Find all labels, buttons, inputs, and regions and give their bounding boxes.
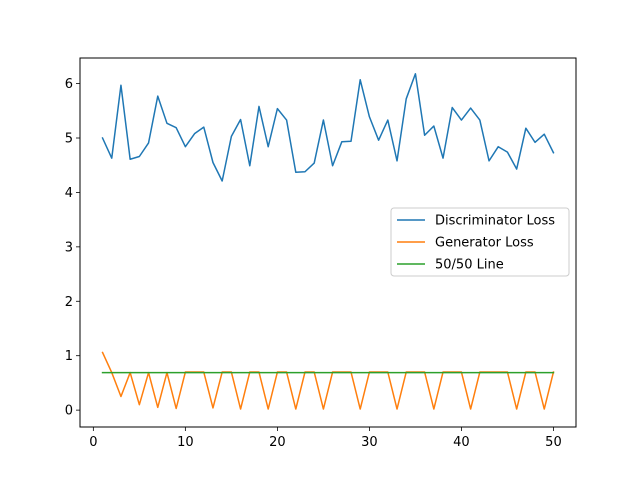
y-tick-label: 3 [65, 240, 73, 255]
y-tick-label: 6 [65, 77, 73, 92]
x-tick-label: 0 [89, 435, 97, 450]
series-line-1 [101, 351, 555, 410]
x-tick-label: 50 [545, 435, 562, 450]
x-tick-label: 20 [269, 435, 286, 450]
series-layer [101, 73, 555, 410]
x-tick-label: 30 [361, 435, 378, 450]
legend-label: Discriminator Loss [435, 214, 555, 229]
y-axis: 0 1 2 3 4 5 6 [65, 77, 80, 419]
legend-box [390, 207, 570, 277]
series-line-0 [101, 73, 555, 182]
legend: Discriminator Loss Generator Loss 50/50 Li… [390, 207, 570, 277]
plot-area-frame [79, 57, 577, 428]
y-tick-label: 4 [65, 186, 73, 201]
x-tick-label: 10 [177, 435, 194, 450]
y-tick-label: 2 [65, 295, 73, 310]
x-tick-label: 40 [453, 435, 470, 450]
y-tick-label: 5 [65, 132, 73, 147]
legend-entries: Discriminator Loss Generator Loss 50/50 Li… [397, 214, 555, 273]
y-tick-label: 1 [65, 349, 73, 364]
legend-label: Generator Loss [435, 236, 534, 251]
x-axis: 0 10 20 30 40 50 [89, 427, 562, 450]
y-tick-label: 0 [65, 404, 73, 419]
legend-label: 50/50 Line [435, 258, 504, 273]
